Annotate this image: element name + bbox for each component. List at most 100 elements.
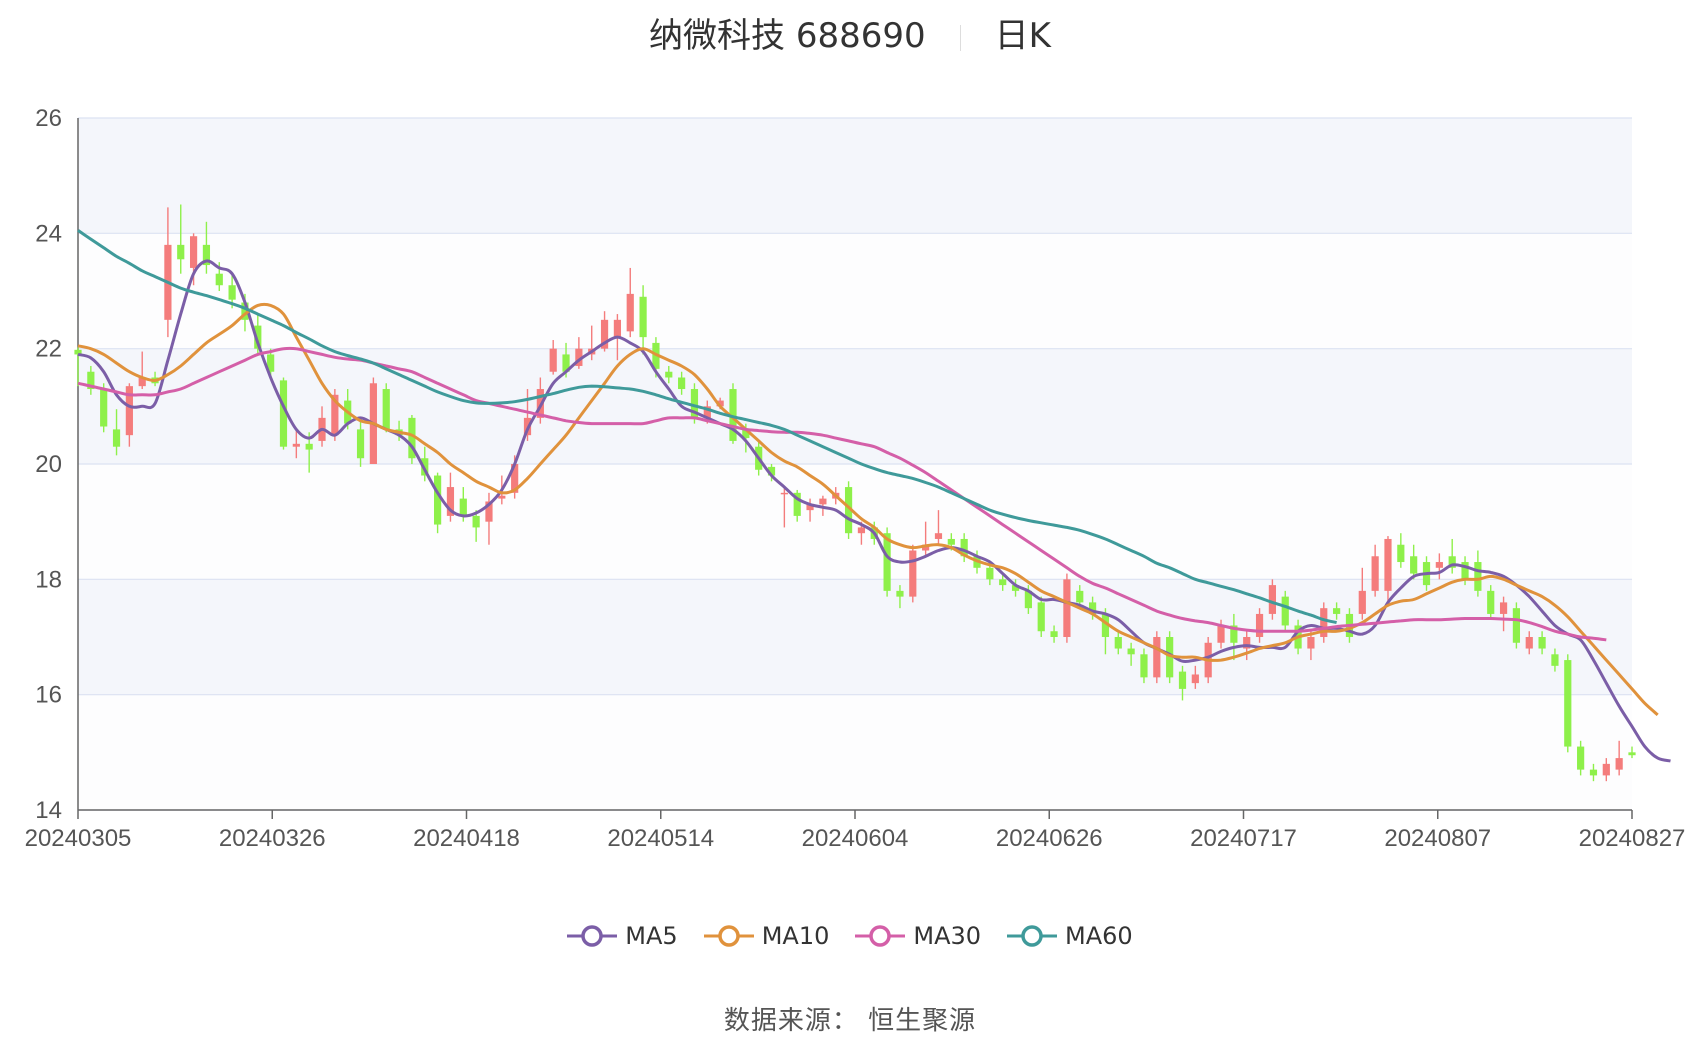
grid-band bbox=[78, 579, 1632, 695]
candle-body bbox=[498, 495, 506, 499]
candle-body bbox=[1281, 596, 1289, 626]
candle-body bbox=[1320, 608, 1328, 637]
x-tick-label: 20240807 bbox=[1384, 825, 1491, 852]
candle-body bbox=[1191, 674, 1199, 684]
candle-body bbox=[729, 389, 737, 441]
candle-body bbox=[960, 538, 968, 557]
candle-body bbox=[1564, 660, 1572, 747]
candle-body bbox=[1499, 602, 1508, 614]
candle-body bbox=[703, 406, 711, 418]
legend-label: MA10 bbox=[761, 922, 830, 950]
candle-body bbox=[1333, 608, 1341, 614]
legend-marker bbox=[855, 925, 906, 947]
candle-body bbox=[1615, 758, 1623, 770]
legend-item-ma10[interactable]: MA10 bbox=[703, 922, 830, 950]
candle-body bbox=[1217, 625, 1225, 643]
candle-body bbox=[125, 386, 133, 436]
candle-body bbox=[883, 533, 891, 591]
x-tick-label: 20240326 bbox=[219, 825, 326, 852]
candle-body bbox=[254, 325, 262, 349]
candle-body bbox=[279, 380, 288, 447]
candle-body bbox=[1487, 590, 1495, 614]
candle-body bbox=[600, 319, 609, 349]
candle-body bbox=[678, 377, 686, 390]
candle-body bbox=[434, 475, 442, 525]
candle-body bbox=[356, 429, 365, 459]
legend-marker bbox=[567, 925, 618, 947]
candle-body bbox=[1011, 585, 1020, 591]
candle-body bbox=[1538, 637, 1546, 649]
candle-body bbox=[947, 538, 955, 545]
candle-body bbox=[986, 567, 994, 580]
x-tick-label: 20240626 bbox=[996, 825, 1103, 852]
candle-body bbox=[1410, 556, 1418, 574]
stock-name-code: 纳微科技 688690 bbox=[649, 16, 926, 56]
candle-body bbox=[292, 443, 300, 447]
x-tick-label: 20240717 bbox=[1190, 825, 1297, 852]
legend-item-ma30[interactable]: MA30 bbox=[855, 922, 981, 950]
candle-body bbox=[1127, 648, 1135, 655]
candle-body bbox=[1050, 631, 1058, 637]
candle-body bbox=[1435, 562, 1443, 568]
candle-body bbox=[485, 501, 493, 522]
y-tick-label: 26 bbox=[35, 105, 62, 132]
candle-body bbox=[1525, 637, 1533, 649]
grid-band bbox=[78, 694, 1632, 810]
candle-body bbox=[793, 492, 801, 516]
candle-body bbox=[639, 296, 647, 338]
legend-item-ma60[interactable]: MA60 bbox=[1007, 922, 1133, 950]
candle-body bbox=[1307, 637, 1315, 649]
candle-body bbox=[742, 429, 750, 439]
candle-body bbox=[665, 371, 673, 378]
candle-body bbox=[267, 354, 275, 372]
period-label: 日K bbox=[994, 16, 1051, 56]
candle-body bbox=[1153, 637, 1161, 678]
candle-body bbox=[896, 590, 904, 597]
candle-body bbox=[1230, 625, 1238, 643]
candle-body bbox=[1088, 602, 1097, 614]
x-tick-label: 20240418 bbox=[413, 825, 520, 852]
legend: MA5 MA10 MA30 MA60 bbox=[0, 922, 1700, 950]
candle-body bbox=[1178, 671, 1187, 689]
series-line-ma30 bbox=[77, 346, 1607, 642]
candle-body bbox=[331, 394, 339, 436]
candle-body bbox=[690, 389, 699, 418]
candle-body bbox=[472, 515, 480, 528]
x-tick-label: 20240827 bbox=[1579, 825, 1686, 852]
candle-body bbox=[189, 236, 198, 268]
candle-body bbox=[1628, 752, 1636, 756]
legend-marker bbox=[1007, 925, 1058, 947]
grid-band bbox=[78, 118, 1632, 234]
candle-body bbox=[934, 533, 943, 539]
candle-body bbox=[215, 273, 223, 286]
candlestick-chart: 14 16 18 20 22 24 26 20240305 20240326 20240418 20… bbox=[25, 105, 1686, 852]
candle-body bbox=[1243, 637, 1251, 649]
data-source: 数据来源： 恒生聚源 bbox=[723, 1006, 977, 1036]
candle-body bbox=[1551, 654, 1559, 666]
series-line-ma5 bbox=[77, 259, 1671, 763]
legend-label: MA30 bbox=[913, 922, 982, 950]
candle-body bbox=[1255, 613, 1264, 637]
candle-body bbox=[562, 354, 570, 372]
legend-label: MA5 bbox=[625, 922, 678, 950]
candle-body bbox=[511, 464, 519, 493]
candle-body bbox=[999, 579, 1007, 586]
candle-body bbox=[241, 302, 249, 320]
candle-body bbox=[1166, 637, 1174, 678]
candle-body bbox=[1268, 585, 1276, 614]
legend-item-ma5[interactable]: MA5 bbox=[567, 922, 678, 950]
y-tick-label: 14 bbox=[35, 797, 62, 824]
candle-body bbox=[626, 293, 634, 332]
candle-body bbox=[922, 544, 930, 551]
y-tick-label: 22 bbox=[35, 336, 62, 363]
candle-body bbox=[112, 429, 121, 447]
chart-title: 纳微科技 688690 日K bbox=[0, 8, 1700, 57]
candle-body bbox=[780, 492, 788, 495]
candle-body bbox=[1474, 562, 1482, 591]
series-line-ma10 bbox=[77, 302, 1659, 717]
candle-body bbox=[1397, 544, 1405, 563]
candle-body bbox=[549, 348, 557, 372]
candle-body bbox=[767, 466, 776, 476]
candle-body bbox=[100, 389, 108, 427]
candle-body bbox=[138, 377, 146, 387]
